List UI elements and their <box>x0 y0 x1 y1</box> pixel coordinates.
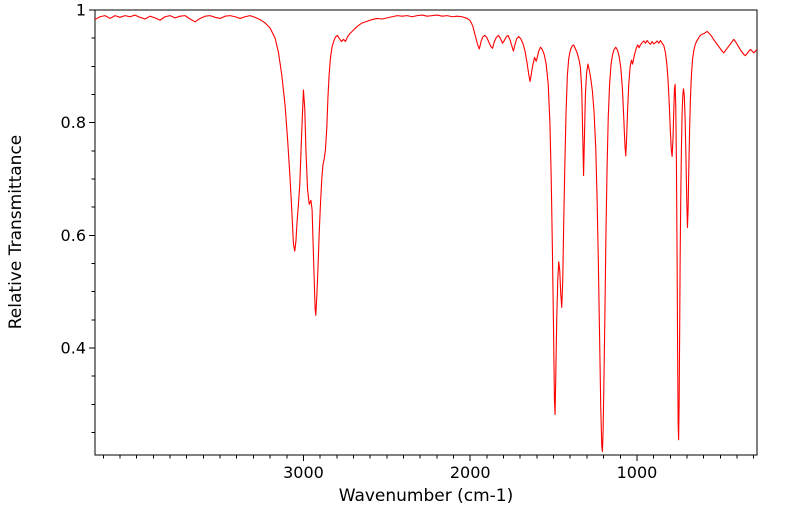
x-axis-title: Wavenumber (cm-1) <box>338 486 514 506</box>
plot-frame <box>94 9 758 456</box>
x-tick-label: 3000 <box>283 463 324 482</box>
y-tick-label: 0.8 <box>61 113 86 132</box>
y-tick-label: 0.6 <box>61 226 86 245</box>
x-tick-label: 2000 <box>450 463 491 482</box>
spectrum-line <box>95 14 757 453</box>
x-tick-label: 1000 <box>617 463 658 482</box>
y-tick-label: 1 <box>76 1 86 20</box>
y-axis-title: Relative Transmittance <box>6 134 26 330</box>
y-tick-label: 0.4 <box>61 338 86 357</box>
